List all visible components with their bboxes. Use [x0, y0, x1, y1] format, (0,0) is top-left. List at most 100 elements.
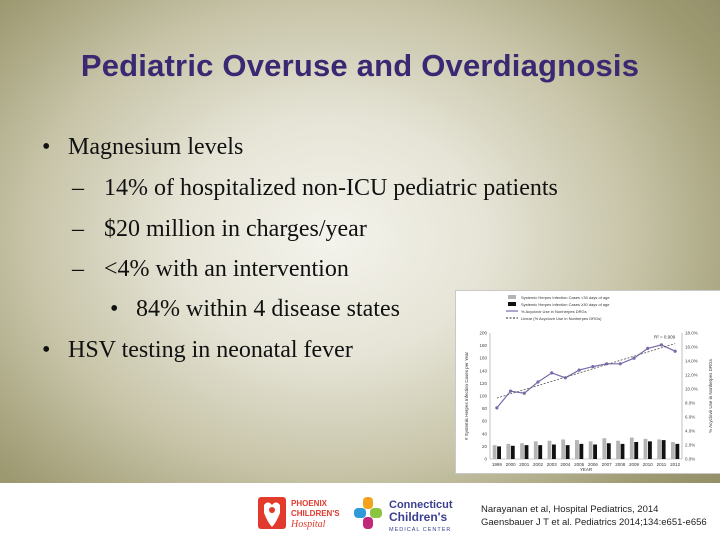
bullet-text: HSV testing in neonatal fever [68, 337, 353, 363]
x-tick-label: 1999 [492, 462, 503, 467]
acyclovir-point [577, 368, 581, 372]
bullet-mark: • [110, 296, 119, 322]
legend-label: Systemic Herpes Infection Cases ≥30 days… [521, 302, 610, 307]
connecticut-logo-line2: Children's [389, 510, 448, 524]
acyclovir-point [508, 389, 513, 393]
bar-under-30-days [657, 439, 662, 459]
bullet-text: Magnesium levels [68, 134, 244, 160]
bullet-mark: – [72, 175, 84, 201]
bar-under-30-days [671, 441, 675, 459]
y-tick-label-right: 6.0% [685, 415, 695, 420]
bullet-item: • HSV testing in neonatal fever [42, 337, 353, 364]
bar-30-days-plus [552, 444, 556, 459]
y-axis-title-left: # Systemic Herpes Infection Cases per Ye… [464, 351, 469, 440]
y-tick-label-right: 10.0% [685, 387, 698, 392]
acyclovir-point [618, 362, 622, 366]
y-tick-label-right: 12.0% [685, 373, 698, 378]
bullet-item: –14% of hospitalized non-ICU pediatric p… [72, 175, 558, 202]
acyclovir-point [659, 343, 664, 347]
bullet-text: 84% within 4 disease states [136, 296, 400, 322]
bullet-item: – <4% with an intervention [72, 256, 349, 283]
bar-30-days-plus [620, 443, 625, 459]
chart-svg: Systemic Herpes Infection Cases <30 days… [464, 295, 713, 472]
phoenix-logo-line1: PHOENIX [291, 499, 328, 508]
x-tick-label: 2001 [519, 462, 530, 467]
bar-30-days-plus [497, 446, 501, 459]
bar-under-30-days [643, 438, 648, 459]
bar-under-30-days [602, 438, 607, 459]
bar-30-days-plus [675, 443, 680, 459]
x-tick-label: 2011 [657, 462, 667, 467]
phoenix-logo-line3: Hospital [290, 519, 326, 530]
bar-30-days-plus [579, 443, 584, 459]
acyclovir-point [591, 365, 595, 369]
x-tick-label: 2005 [574, 462, 585, 467]
acyclovir-point [550, 371, 554, 375]
herpes-acyclovir-chart: Systemic Herpes Infection Cases <30 days… [455, 290, 720, 474]
bullet-mark: – [72, 256, 84, 282]
legend-label: Systemic Herpes Infection Cases <30 days… [521, 295, 610, 300]
r-squared-annotation: R² = 0.909 [654, 335, 676, 340]
acyclovir-line [496, 344, 676, 409]
bullet-mark: • [42, 134, 51, 160]
phoenix-logo-line2: CHILDREN'S [291, 509, 340, 518]
y-tick-label-left: 60 [482, 419, 488, 424]
bullet-mark: • [42, 337, 51, 363]
x-tick-label: 2004 [560, 462, 571, 467]
y-tick-label-right: 4.0% [685, 429, 695, 434]
bar-30-days-plus [648, 441, 652, 459]
acyclovir-point [536, 380, 540, 384]
connecticut-childrens-logo: Connecticut Children's MEDICAL CENTER [353, 496, 465, 539]
bar-30-days-plus [606, 443, 611, 459]
bar-30-days-plus [593, 444, 597, 459]
acyclovir-point [495, 406, 499, 410]
y-tick-label-left: 160 [479, 356, 487, 361]
bar-30-days-plus [661, 440, 666, 459]
acyclovir-trend-line [496, 343, 676, 399]
legend-swatch [508, 295, 516, 299]
bullet-item: – $20 million in charges/year [72, 216, 367, 243]
bar-under-30-days [629, 437, 634, 459]
y-tick-label-left: 80 [482, 406, 488, 411]
x-axis-title: YEAR [580, 467, 593, 472]
x-tick-label: 2007 [602, 462, 613, 467]
bar-under-30-days [616, 440, 620, 459]
bullet-text: <4% with an intervention [104, 256, 349, 282]
legend-swatch [508, 302, 516, 306]
phoenix-childrens-logo: PHOENIX CHILDREN'S Hospital [258, 497, 350, 536]
y-tick-label-left: 0 [484, 457, 487, 462]
bar-under-30-days [533, 441, 538, 459]
y-axis-title-right: % Acyclovir Use in Nonherpes DRGs [708, 358, 713, 433]
connecticut-logo-line3: MEDICAL CENTER [389, 527, 451, 533]
bar-30-days-plus [634, 441, 639, 459]
y-tick-label-right: 2.0% [685, 443, 695, 448]
bar-30-days-plus [538, 445, 543, 459]
x-tick-label: 2012 [670, 462, 681, 467]
x-tick-label: 2009 [629, 462, 640, 467]
y-tick-label-left: 180 [479, 343, 487, 348]
citation-2: Gaensbauer J T et al. Pediatrics 2014;13… [481, 517, 707, 528]
bar-under-30-days [588, 441, 593, 459]
bar-30-days-plus [524, 445, 529, 459]
legend-label: % Acyclovir Use in Nonherpes DRGs [521, 309, 587, 314]
bullet-text: $20 million in charges/year [104, 216, 367, 242]
y-tick-label-right: 14.0% [685, 359, 698, 364]
x-tick-label: 2002 [533, 462, 544, 467]
bar-under-30-days [547, 440, 552, 459]
acyclovir-point [632, 356, 636, 360]
bar-under-30-days [520, 443, 524, 459]
bar-under-30-days [492, 445, 497, 459]
bullet-mark: – [72, 216, 84, 242]
x-tick-label: 2006 [588, 462, 599, 467]
bar-under-30-days [561, 439, 566, 459]
y-tick-label-right: 16.0% [685, 345, 698, 350]
bar-under-30-days [506, 443, 511, 459]
y-tick-label-right: 0.0% [685, 457, 695, 462]
y-tick-label-left: 40 [482, 431, 488, 436]
x-tick-label: 2003 [547, 462, 558, 467]
x-tick-label: 2008 [615, 462, 626, 467]
bar-30-days-plus [510, 445, 515, 459]
legend-label: Linear (% Acyclovir Use in Nonherpes DRG… [521, 316, 602, 321]
acyclovir-point [522, 391, 526, 395]
